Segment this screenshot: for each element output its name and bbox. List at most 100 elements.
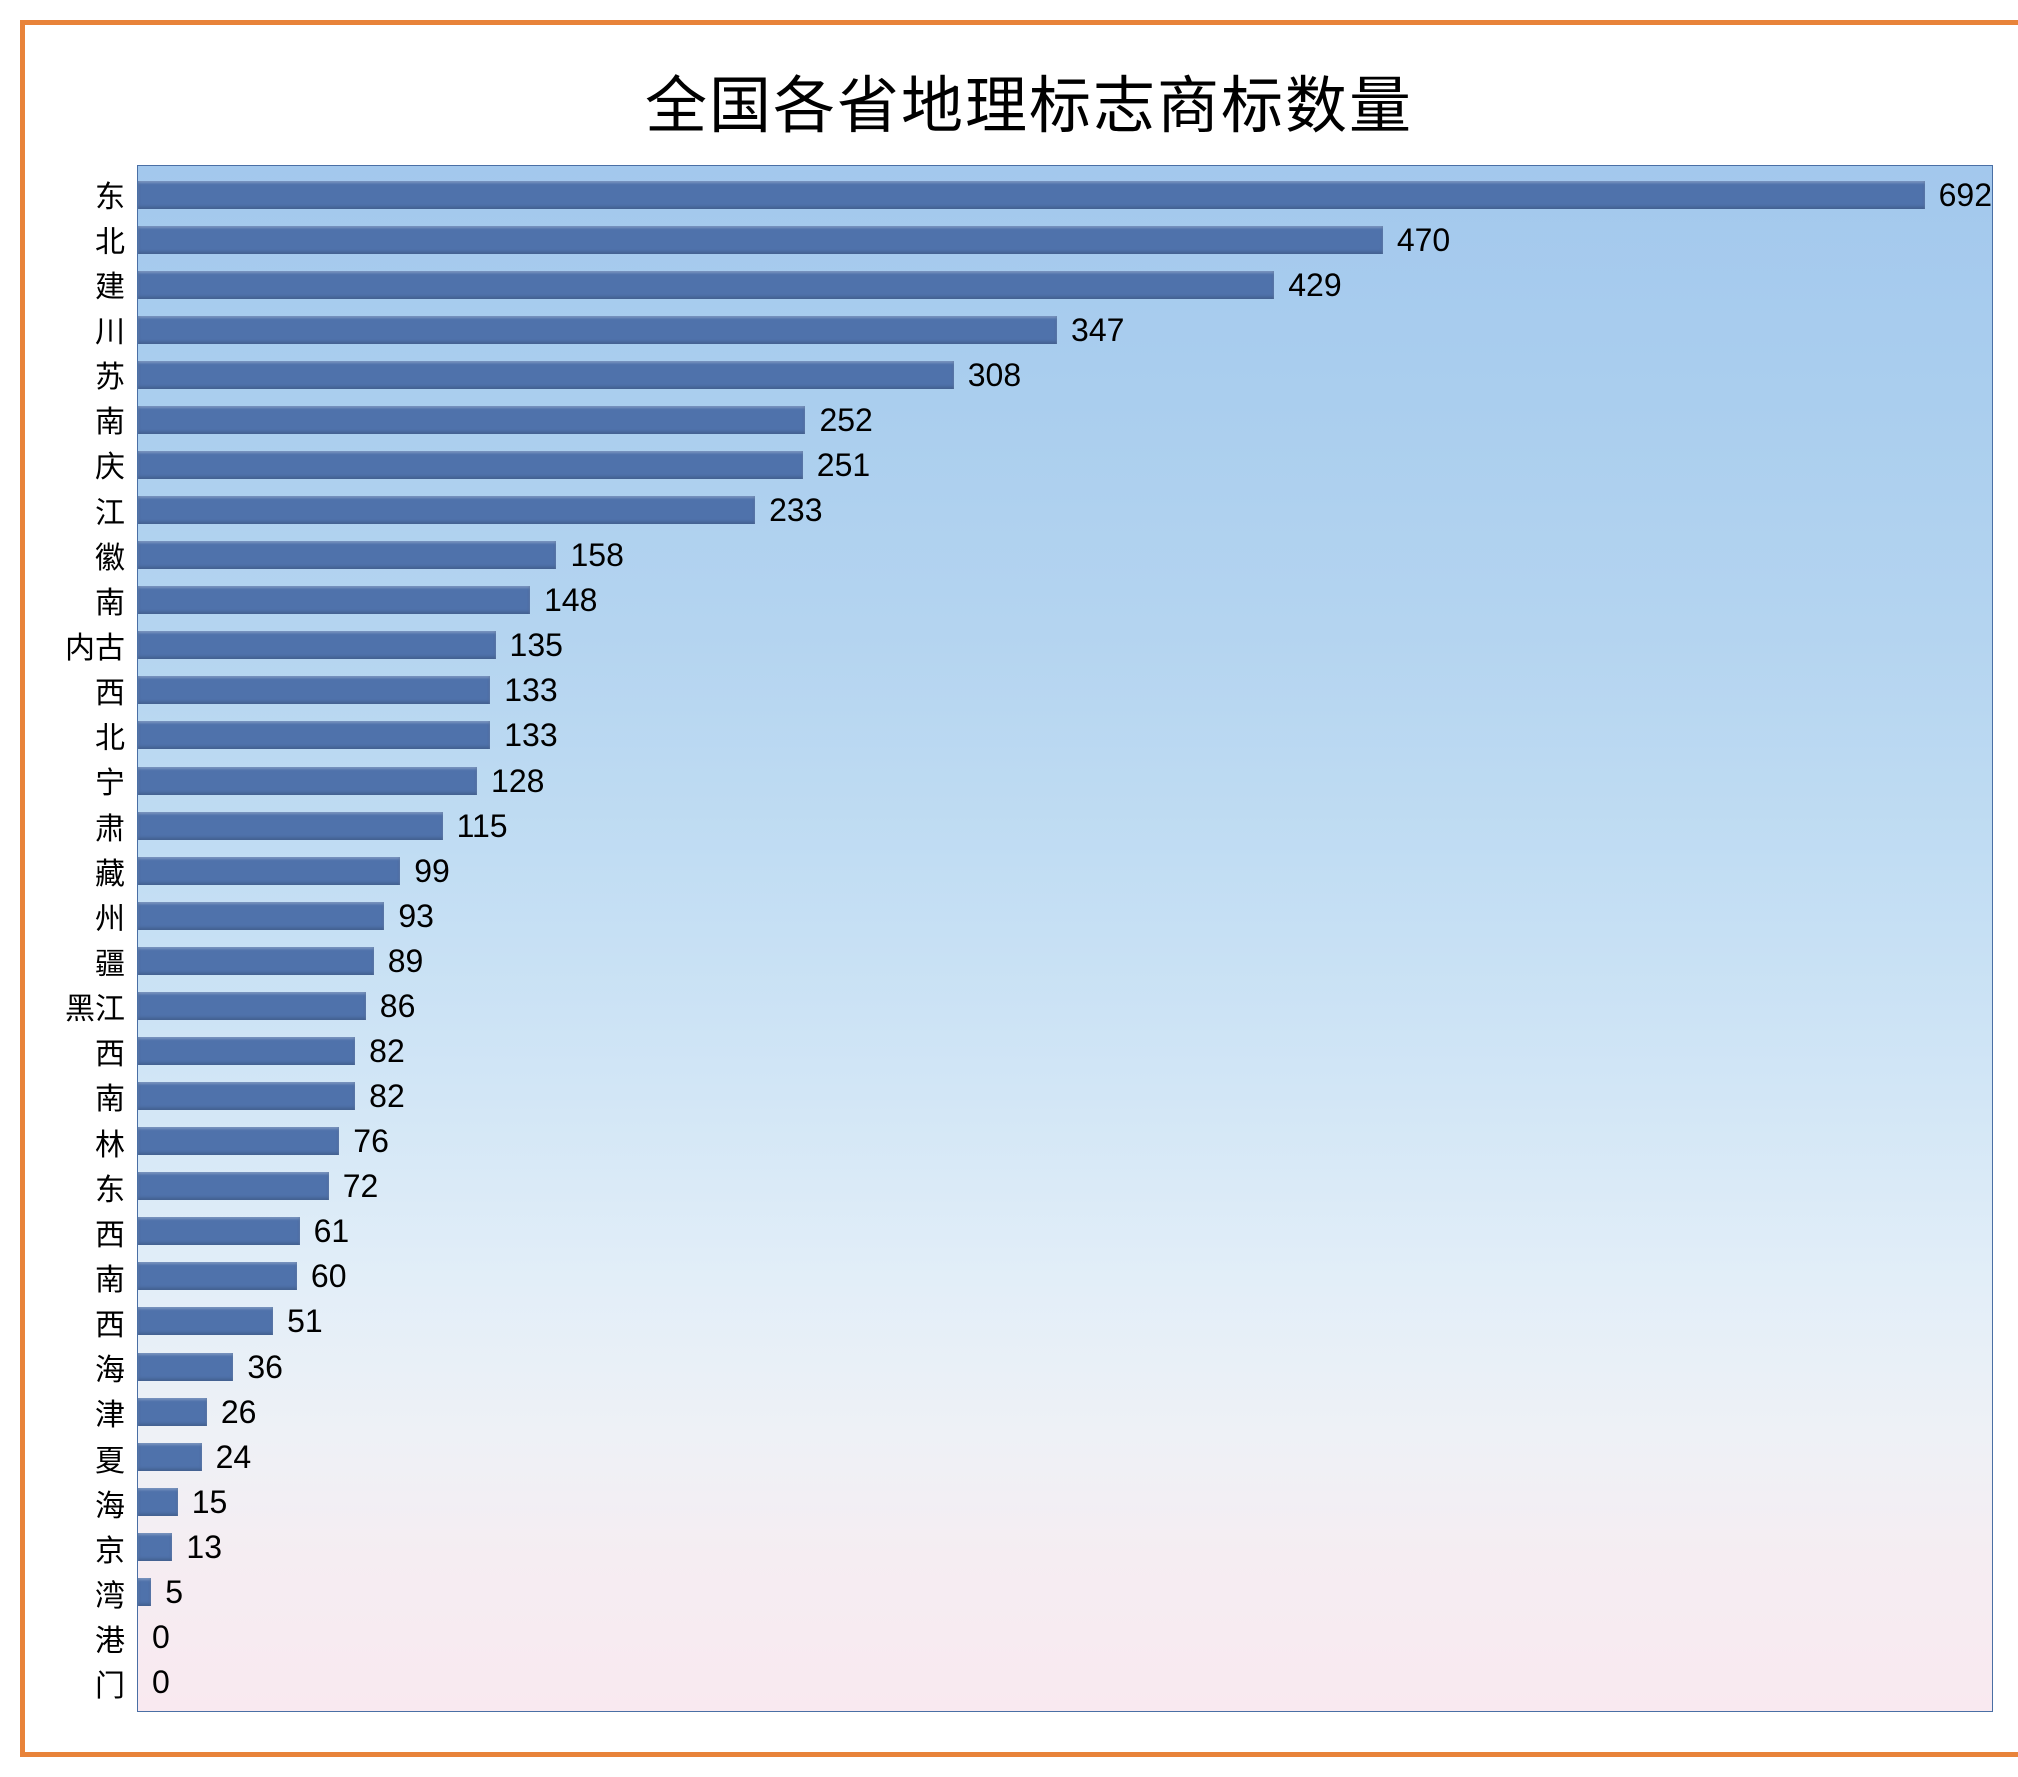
bar-row: 61	[138, 1211, 1992, 1251]
bar	[138, 1443, 202, 1471]
bar	[138, 902, 384, 930]
bar	[138, 1398, 207, 1426]
bar-row: 128	[138, 761, 1992, 801]
bar-value-label: 429	[1288, 269, 1341, 301]
y-axis-label: 藏	[95, 851, 125, 891]
bar-row: 148	[138, 580, 1992, 620]
y-axis-label: 港	[95, 1618, 125, 1658]
bar-row: 347	[138, 310, 1992, 350]
bar-value-label: 89	[388, 945, 424, 977]
bar-value-label: 26	[221, 1396, 257, 1428]
y-axis-label: 徽	[95, 535, 125, 575]
chart-title: 全国各省地理标志商标数量	[645, 55, 1413, 145]
bar	[138, 496, 755, 524]
bar-row: 158	[138, 535, 1992, 575]
bar-row: 429	[138, 265, 1992, 305]
y-axis-label: 南	[95, 1076, 125, 1116]
bar	[138, 676, 490, 704]
y-axis-label: 江	[95, 490, 125, 530]
bar	[138, 631, 496, 659]
bar-value-label: 133	[504, 674, 557, 706]
bar-row: 0	[138, 1662, 1992, 1702]
bar-row: 0	[138, 1617, 1992, 1657]
y-axis-label: 西	[95, 670, 125, 710]
bar-row: 76	[138, 1121, 1992, 1161]
bar-value-label: 158	[570, 539, 623, 571]
y-axis-label: 西	[95, 1031, 125, 1071]
y-axis-label: 津	[95, 1392, 125, 1432]
y-axis-label: 海	[95, 1347, 125, 1387]
y-axis: 东北建川苏南庆江徽南内古西北宁肃藏州疆黑江西南林东西南西海津夏海京湾港门	[65, 165, 137, 1712]
bar	[138, 1172, 329, 1200]
bar-row: 99	[138, 851, 1992, 891]
bar-row: 82	[138, 1076, 1992, 1116]
bar-value-label: 251	[817, 449, 870, 481]
chart-container: 东北建川苏南庆江徽南内古西北宁肃藏州疆黑江西南林东西南西海津夏海京湾港门 692…	[65, 165, 1993, 1712]
bar	[138, 181, 1925, 209]
y-axis-label: 庆	[95, 444, 125, 484]
bar-value-label: 86	[380, 990, 416, 1022]
plot-area: 6924704293473082522512331581481351331331…	[137, 165, 1993, 1712]
y-axis-label: 州	[95, 896, 125, 936]
bar-value-label: 72	[343, 1170, 379, 1202]
y-axis-label: 夏	[95, 1438, 125, 1478]
bar-value-label: 5	[165, 1576, 183, 1608]
bar-value-label: 347	[1071, 314, 1124, 346]
bar-value-label: 51	[287, 1305, 323, 1337]
bar-row: 93	[138, 896, 1992, 936]
bar	[138, 721, 490, 749]
bar-row: 15	[138, 1482, 1992, 1522]
bar	[138, 316, 1057, 344]
bar-value-label: 128	[491, 765, 544, 797]
bar	[138, 992, 366, 1020]
bar-value-label: 148	[544, 584, 597, 616]
bar-row: 26	[138, 1392, 1992, 1432]
bar-row: 24	[138, 1437, 1992, 1477]
bar	[138, 767, 477, 795]
bar	[138, 271, 1274, 299]
bar-value-label: 252	[819, 404, 872, 436]
y-axis-label: 西	[95, 1212, 125, 1252]
bar-value-label: 0	[152, 1621, 170, 1653]
bar	[138, 541, 556, 569]
bar	[138, 947, 374, 975]
bars-wrapper: 6924704293473082522512331581481351331331…	[138, 172, 1992, 1705]
bar	[138, 1307, 273, 1335]
y-axis-label: 东	[95, 1167, 125, 1207]
y-axis-label: 川	[95, 309, 125, 349]
bar	[138, 451, 803, 479]
bar-value-label: 233	[769, 494, 822, 526]
bar-value-label: 470	[1397, 224, 1450, 256]
bar-row: 135	[138, 625, 1992, 665]
bar	[138, 406, 805, 434]
bar-value-label: 0	[152, 1666, 170, 1698]
y-axis-label: 林	[95, 1122, 125, 1162]
bar-row: 36	[138, 1347, 1992, 1387]
bar-row: 13	[138, 1527, 1992, 1567]
y-axis-label: 建	[95, 264, 125, 304]
bar	[138, 1578, 151, 1606]
bar	[138, 1533, 172, 1561]
bar-value-label: 133	[504, 719, 557, 751]
bar-value-label: 93	[398, 900, 434, 932]
bar-row: 133	[138, 670, 1992, 710]
y-axis-label: 北	[95, 219, 125, 259]
bar-row: 86	[138, 986, 1992, 1026]
bar	[138, 812, 443, 840]
bar	[138, 1262, 297, 1290]
bar-value-label: 115	[457, 810, 508, 842]
bar-value-label: 60	[311, 1260, 347, 1292]
bar-value-label: 692	[1939, 179, 1992, 211]
bar-row: 133	[138, 715, 1992, 755]
bar-value-label: 82	[369, 1080, 405, 1112]
bar-row: 251	[138, 445, 1992, 485]
bar	[138, 1082, 355, 1110]
bar-value-label: 82	[369, 1035, 405, 1067]
y-axis-label: 南	[95, 580, 125, 620]
bar-row: 115	[138, 806, 1992, 846]
y-axis-label: 苏	[95, 354, 125, 394]
bar-row: 82	[138, 1031, 1992, 1071]
bar-value-label: 24	[216, 1441, 252, 1473]
bar	[138, 1127, 339, 1155]
bar	[138, 857, 400, 885]
